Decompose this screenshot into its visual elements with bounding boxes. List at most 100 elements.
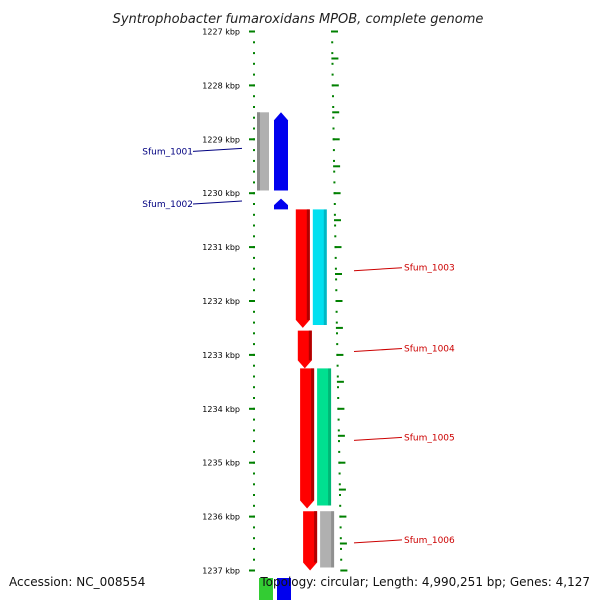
inner-tick-minor (253, 106, 255, 108)
tick-label: 1230 kbp (202, 189, 240, 198)
inner-tick-minor (253, 127, 255, 130)
outer-tick-minor (336, 332, 338, 335)
gene-label[interactable]: Sfum_1002 (142, 200, 193, 210)
cds-shade (314, 511, 318, 563)
cds-arrow[interactable] (300, 368, 315, 509)
major-tick (249, 569, 255, 572)
cog-bar (320, 511, 335, 568)
tick-label: 1234 kbp (202, 405, 240, 414)
inner-tick-minor (253, 278, 255, 281)
outer-tick-major (338, 488, 346, 491)
inner-tick-minor (253, 310, 255, 313)
outer-tick-minor (335, 310, 338, 313)
gene-label[interactable]: Sfum_1004 (404, 345, 455, 355)
tick-label: 1227 kbp (202, 28, 240, 37)
outer-tick-minor (336, 364, 339, 367)
outer-tick-minor (338, 440, 340, 443)
outer-tick-major (335, 326, 343, 329)
cds-arrow[interactable] (295, 209, 310, 328)
inner-tick-minor (253, 537, 255, 540)
gene-layer: Sfum_1001 Sfum_1002 Sfum_1003 Sfum_1004 Sfum… (142, 112, 455, 600)
gene-leader-line (353, 539, 403, 544)
outer-tick-minor (337, 418, 340, 421)
cog-shade (257, 112, 260, 191)
inner-tick-minor (253, 450, 255, 453)
cds-arrow (277, 578, 291, 600)
gene-label[interactable]: Sfum_1006 (404, 536, 455, 546)
cog-shade (328, 368, 332, 506)
outer-tick-minor (332, 116, 335, 119)
outer-tick-major (340, 569, 348, 572)
inner-tick-minor (253, 526, 255, 529)
gene-label[interactable]: Sfum_1005 (404, 433, 455, 443)
inner-tick-minor (253, 386, 255, 389)
inner-tick-minor (253, 397, 255, 399)
inner-tick-minor (253, 41, 255, 44)
outer-tick-major (336, 353, 344, 356)
cog-bar (259, 578, 273, 600)
gene-sfum-1002[interactable]: Sfum_1002 (142, 198, 288, 210)
tick-label: 1229 kbp (202, 135, 240, 144)
cds-arrow[interactable] (274, 198, 288, 210)
inner-tick-minor (253, 547, 255, 550)
inner-tick-minor (253, 181, 255, 184)
gene-sfum-1001[interactable]: Sfum_1001 (142, 112, 288, 191)
cds-arrow[interactable] (303, 511, 318, 571)
cds-arrow[interactable] (274, 112, 288, 191)
outer-tick-major (335, 300, 343, 302)
outer-tick-minor (333, 213, 336, 216)
cds-arrow[interactable] (297, 330, 312, 369)
outer-tick-minor (336, 343, 339, 346)
inner-tick-minor (253, 494, 255, 496)
outer-tick-minor (332, 127, 335, 130)
gene-sfum-1006[interactable]: Sfum_1006 (303, 511, 455, 571)
inner-tick-minor (253, 332, 255, 335)
gene-sfum-1004[interactable]: Sfum_1004 (297, 330, 455, 369)
major-tick (249, 300, 255, 302)
outer-tick-minor (335, 289, 338, 292)
outer-tick-major (338, 461, 346, 464)
cds-shade (308, 330, 312, 361)
outer-tick-minor (339, 504, 342, 507)
outer-tick-minor (331, 52, 334, 55)
tick-layer: 1227 kbp 1228 kbp 1229 kbp 1230 kbp 1231 kbp… (202, 28, 348, 576)
inner-tick-minor (253, 52, 255, 55)
tick-label: 1231 kbp (202, 243, 240, 252)
major-tick (249, 246, 255, 249)
outer-tick-minor (337, 397, 340, 399)
gene-sfum-1003[interactable]: Sfum_1003 (295, 209, 455, 328)
outer-tick-major (334, 246, 342, 249)
inner-tick-minor (253, 483, 255, 486)
gene-label[interactable]: Sfum_1001 (142, 147, 193, 157)
outer-tick-minor (334, 267, 337, 270)
gene-leader-line (192, 200, 243, 205)
outer-tick-major (336, 380, 344, 383)
outer-tick-major (339, 515, 347, 518)
outer-tick-minor (333, 181, 336, 184)
major-tick (249, 138, 255, 141)
outer-tick-minor (339, 526, 342, 529)
inner-tick-minor (253, 558, 255, 561)
tick-label: 1236 kbp (202, 513, 240, 522)
inner-tick-minor (253, 321, 255, 324)
major-tick (249, 407, 255, 410)
inner-tick-minor (253, 375, 255, 378)
inner-tick-minor (253, 62, 255, 65)
inner-tick-minor (253, 170, 255, 173)
outer-tick-major (337, 434, 345, 437)
inner-tick-minor (253, 440, 255, 443)
cog-shade (331, 511, 335, 568)
inner-tick-minor (253, 149, 255, 152)
gene-label[interactable]: Sfum_1003 (404, 264, 455, 274)
outer-tick-minor (340, 547, 342, 550)
inner-tick-minor (253, 116, 255, 119)
gene-sfum-1005[interactable]: Sfum_1005 (300, 368, 455, 509)
cds-shade (306, 209, 310, 320)
outer-tick-major (333, 165, 341, 168)
outer-tick-minor (337, 386, 339, 389)
outer-tick-minor (338, 483, 341, 486)
inner-tick-minor (253, 418, 255, 421)
inner-tick-minor (253, 203, 255, 205)
inner-tick-minor (253, 429, 255, 432)
inner-tick-minor (253, 472, 255, 475)
